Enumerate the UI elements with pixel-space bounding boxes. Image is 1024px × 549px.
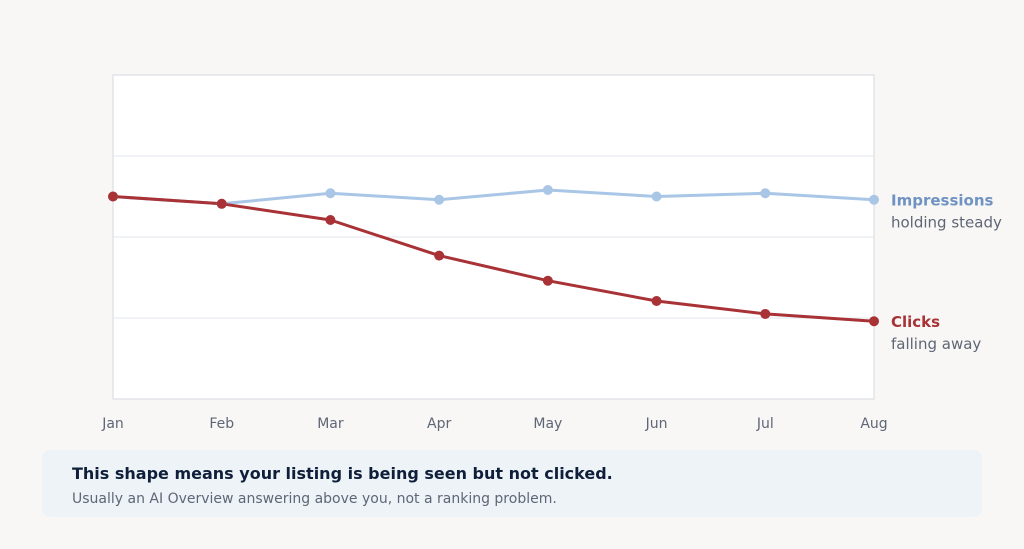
x-tick-label: Aug [860, 416, 887, 432]
x-tick-label: Apr [427, 416, 451, 432]
clicks-series-subtitle: falling away [891, 335, 981, 353]
clicks-line [111, 195, 876, 323]
impressions-point [869, 194, 879, 205]
impressions-point [325, 188, 336, 199]
x-tick-label: Mar [317, 416, 344, 432]
clicks-series-label: Clicks [891, 313, 940, 331]
clicks-point [434, 250, 445, 261]
clicks-point [869, 316, 879, 327]
clicks-point [325, 214, 336, 225]
x-tick-label: Jun [645, 416, 668, 432]
impressions-series-subtitle: holding steady [891, 214, 1002, 232]
x-tick-label: May [533, 416, 562, 432]
clicks-point [216, 198, 227, 209]
callout-title: This shape means your listing is being s… [72, 464, 613, 483]
clicks-point [542, 275, 553, 286]
impressions-point [542, 185, 553, 196]
impressions-series-label: Impressions [891, 192, 994, 210]
impressions-point [760, 188, 771, 199]
impressions-point [651, 191, 662, 202]
impressions-line [111, 188, 876, 206]
insight-callout: This shape means your listing is being s… [42, 450, 982, 517]
line-chart: Jan Feb Mar Apr May Jun Jul Aug Impressions hold… [101, 74, 1002, 432]
x-tick-label: Jan [101, 416, 124, 432]
clicks-point [108, 191, 118, 202]
clicks-point [760, 308, 771, 319]
impressions-point [434, 194, 445, 205]
callout-subtitle: Usually an AI Overview answering above y… [72, 491, 557, 507]
clicks-point [651, 295, 662, 306]
x-tick-label: Jul [756, 416, 774, 432]
x-tick-label: Feb [209, 416, 234, 432]
